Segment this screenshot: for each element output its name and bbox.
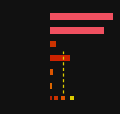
- Bar: [50, 42, 56, 48]
- Bar: [50, 14, 113, 20]
- Bar: [50, 69, 53, 75]
- Bar: [50, 83, 52, 89]
- Bar: [50, 56, 70, 62]
- Bar: [50, 28, 104, 34]
